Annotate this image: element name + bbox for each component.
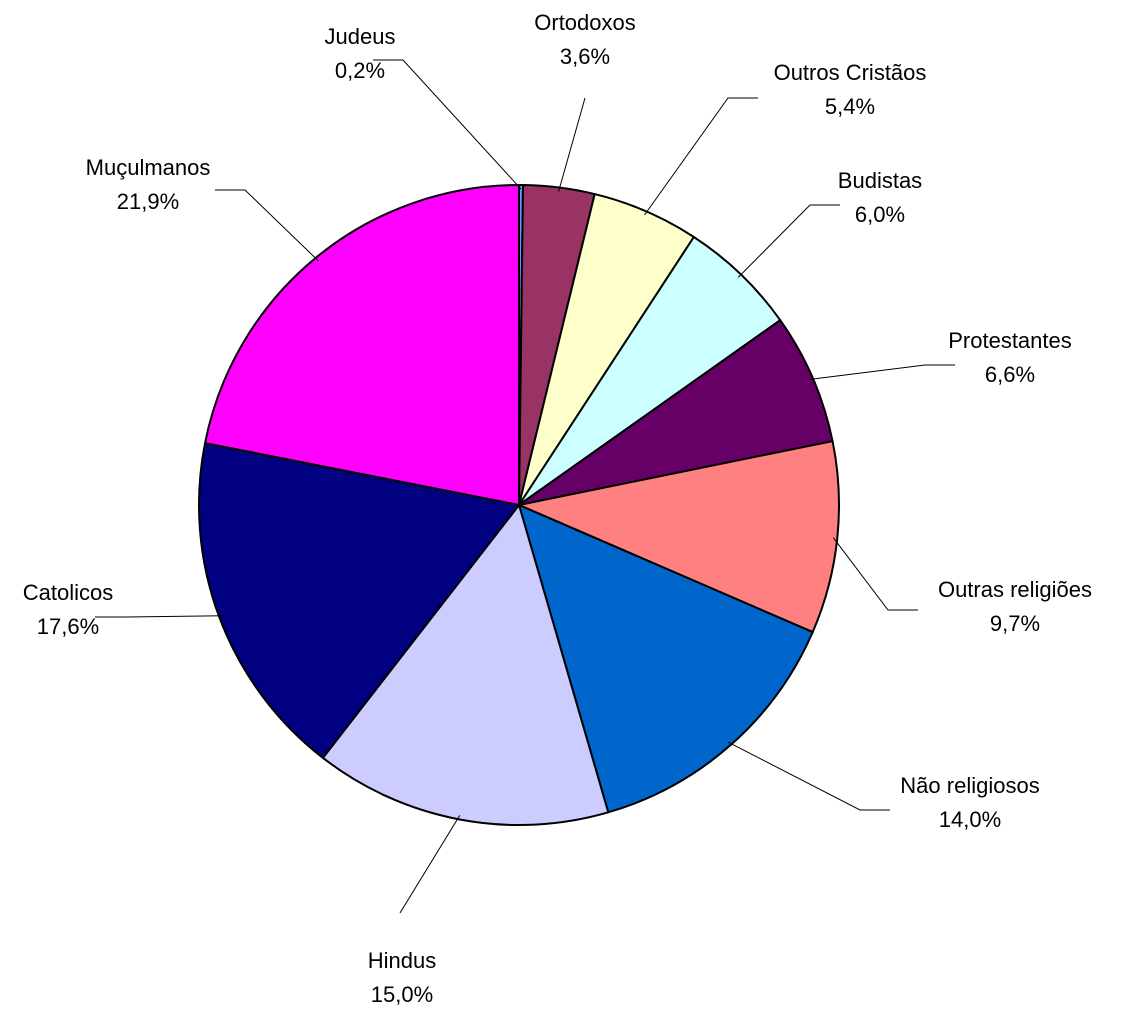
pie-slice-catolicos: [198, 442, 520, 759]
slice-label-hindus: Hindus: [368, 948, 436, 973]
pie-slices: [198, 183, 840, 826]
slice-labels: Judeus 0,2% Ortodoxos 3,6% Outros Cristãos 5,…: [23, 10, 1092, 1007]
slice-value-catolicos: 17,6%: [37, 614, 99, 639]
leader-line-budistas: [737, 204, 840, 278]
pie-slice-protestantes: [518, 319, 834, 506]
slice-label-outras-religioes: Outras religiões: [938, 577, 1092, 602]
pie-slice-outras-religioes: [518, 440, 840, 634]
slice-value-ortodoxos: 3,6%: [560, 44, 610, 69]
slice-label-nao-religiosos: Não religiosos: [900, 773, 1039, 798]
leader-line-nao-religiosos: [727, 741, 890, 811]
slice-value-budistas: 6,0%: [855, 202, 905, 227]
leader-line-outros-cristaos: [644, 97, 758, 216]
slice-label-protestantes: Protestantes: [948, 328, 1072, 353]
leader-lines: [95, 59, 955, 914]
slice-label-muculmanos: Muçulmanos: [86, 155, 211, 180]
leader-line-ortodoxos: [558, 97, 586, 192]
pie-slice-nao-religiosos: [518, 504, 814, 814]
leader-line-outras-religioes: [832, 537, 918, 611]
leader-line-hindus: [399, 815, 461, 914]
slice-label-outros-cristaos: Outros Cristãos: [774, 60, 927, 85]
slice-value-muculmanos: 21,9%: [117, 189, 179, 214]
slice-label-catolicos: Catolicos: [23, 580, 113, 605]
slice-value-protestantes: 6,6%: [985, 362, 1035, 387]
pie-slice-hindus: [321, 504, 610, 826]
slice-label-budistas: Budistas: [838, 168, 922, 193]
slice-label-judeus: Judeus: [325, 24, 396, 49]
slice-value-outros-cristaos: 5,4%: [825, 94, 875, 119]
leader-line-protestantes: [808, 364, 955, 380]
leader-line-catolicos: [95, 615, 224, 618]
leader-line-judeus: [373, 59, 522, 190]
slice-value-nao-religiosos: 14,0%: [939, 807, 1001, 832]
slice-label-ortodoxos: Ortodoxos: [534, 10, 636, 35]
slice-value-judeus: 0,2%: [335, 58, 385, 83]
slice-value-hindus: 15,0%: [371, 982, 433, 1007]
slice-value-outras-religioes: 9,7%: [990, 611, 1040, 636]
leader-line-muculmanos: [215, 189, 319, 262]
